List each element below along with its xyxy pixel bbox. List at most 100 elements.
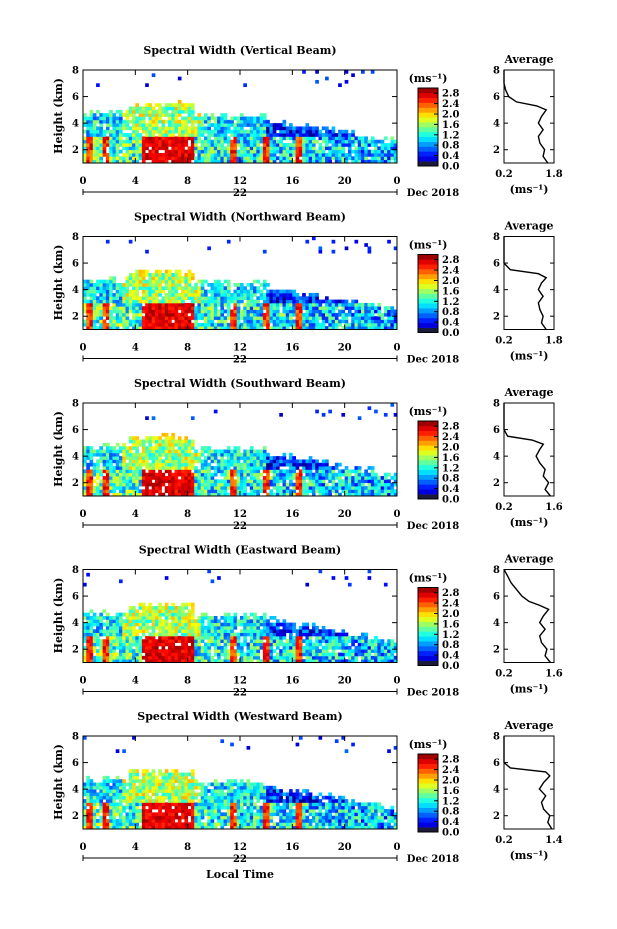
heatmap-cell — [190, 629, 195, 634]
heatmap-cell — [96, 655, 100, 660]
heatmap-cell — [128, 622, 133, 627]
heatmap-cell — [331, 629, 336, 634]
heatmap-cell — [174, 482, 179, 487]
heatmap-cell — [351, 133, 355, 137]
heatmap-cell — [390, 489, 395, 494]
heatmap-cell — [132, 316, 136, 320]
heatmap-cell — [321, 486, 326, 490]
heatmap-cell — [236, 159, 241, 164]
heatmap-cell — [308, 296, 313, 301]
heatmap-cell — [357, 489, 362, 494]
heatmap-cell — [145, 446, 149, 450]
heatmap-cell — [184, 149, 189, 154]
heatmap-cell — [138, 472, 143, 477]
heatmap-cell — [246, 316, 251, 320]
heatmap-cell — [148, 619, 153, 624]
heatmap-cell — [174, 296, 179, 301]
heatmap-cell — [275, 492, 280, 497]
heatmap-cell — [207, 466, 211, 470]
heatmap-cell — [154, 479, 159, 484]
heatmap-cell — [370, 153, 375, 157]
heatmap-cell — [145, 306, 149, 310]
heatmap-cell — [148, 279, 153, 284]
heatmap-cell — [89, 456, 94, 460]
heatmap-cell — [262, 156, 267, 161]
heatmap-cell — [223, 279, 228, 284]
heatmap-cell — [128, 635, 133, 640]
heatmap-cell — [161, 652, 166, 657]
heatmap-cell — [204, 449, 208, 454]
heatmap-cell — [377, 153, 382, 157]
heatmap-cell — [282, 306, 287, 310]
heatmap-cell — [151, 452, 156, 457]
heatmap-cell — [187, 113, 192, 117]
heatmap-cell — [292, 136, 296, 141]
heatmap-cell — [275, 149, 280, 154]
heatmap-cell — [122, 612, 126, 617]
date-label: Dec 2018 — [407, 355, 459, 366]
heatmap-cell — [102, 302, 107, 307]
heatmap-cell — [105, 326, 110, 330]
heatmap-cell — [292, 486, 296, 490]
heatmap-cell — [158, 456, 162, 460]
heatmap-cell — [194, 129, 198, 134]
heatmap-cell — [135, 452, 139, 457]
heatmap-cell — [135, 143, 139, 147]
heatmap-cell — [125, 479, 130, 484]
heatmap-cell — [344, 133, 349, 137]
heatmap-cell — [305, 126, 310, 131]
heatmap-cell — [236, 642, 241, 647]
heatmap-cell — [249, 489, 254, 494]
heatmap-cell — [125, 659, 130, 663]
heatmap-cell — [213, 123, 218, 127]
heatmap-cell — [226, 302, 231, 307]
heatmap-cell — [92, 649, 97, 653]
heatmap-cell — [184, 612, 189, 617]
heatmap-cell — [118, 486, 123, 490]
heatmap-cell — [328, 156, 332, 161]
heatmap-cell — [256, 146, 261, 151]
heatmap-cell — [328, 319, 332, 324]
heatmap-cell — [148, 129, 153, 134]
heatmap-cell — [374, 156, 378, 161]
heatmap-cell — [125, 139, 130, 144]
heatmap-cell — [321, 639, 326, 643]
heatmap-cell — [249, 302, 254, 307]
heatmap-cell — [210, 642, 215, 647]
heatmap-cell — [112, 486, 117, 490]
heatmap-cell — [174, 123, 179, 127]
heatmap-cell — [135, 289, 139, 294]
heatmap-cell — [328, 309, 332, 314]
heatmap-cell — [347, 479, 352, 484]
heatmap-cell — [240, 486, 244, 490]
heatmap-cell — [249, 312, 254, 317]
heatmap-cell — [347, 153, 352, 157]
heatmap-cell — [390, 319, 395, 324]
heatmap-cell — [194, 619, 198, 624]
heatmap-cell — [233, 466, 238, 470]
heatmap-cell — [207, 569, 211, 574]
heatmap-cell — [184, 276, 189, 281]
heatmap-cell — [243, 659, 247, 663]
heatmap-cell — [249, 299, 254, 304]
heatmap-cell — [171, 106, 175, 111]
heatmap-cell — [285, 153, 290, 157]
y-tick-label: 8 — [72, 232, 79, 243]
heatmap-cell — [118, 579, 123, 584]
heatmap-cell — [266, 642, 270, 647]
heatmap-cell — [145, 156, 149, 161]
heatmap-cell — [154, 482, 159, 487]
heatmap-cell — [190, 442, 195, 447]
heatmap-cell — [86, 469, 90, 474]
heatmap-cell — [305, 462, 310, 467]
heatmap-cell — [145, 309, 149, 314]
heatmap-cell — [275, 312, 280, 317]
heatmap-cell — [92, 299, 97, 304]
heatmap-cell — [83, 645, 87, 650]
heatmap-cell — [174, 635, 179, 640]
heatmap-cell — [328, 629, 332, 634]
colorbar-tick-label: 0.4 — [442, 151, 459, 162]
heatmap-cell — [269, 622, 274, 627]
heatmap-cell — [367, 406, 372, 411]
heatmap-cell — [233, 452, 238, 457]
